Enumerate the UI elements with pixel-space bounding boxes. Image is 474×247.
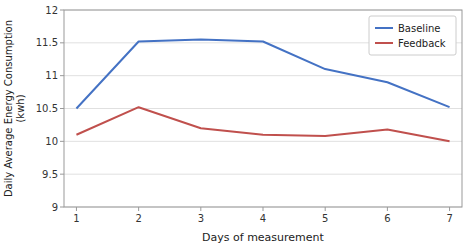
legend-label: Feedback bbox=[398, 38, 446, 49]
y-tick-label: 9.5 bbox=[42, 169, 58, 180]
series-line bbox=[76, 107, 449, 141]
x-tick bbox=[387, 207, 388, 211]
y-tick-label: 9 bbox=[52, 202, 58, 213]
y-axis: 9 9.5 10 10.5 11 11.5 12 bbox=[36, 5, 64, 213]
y-tick-label: 10 bbox=[45, 136, 58, 147]
y-tick bbox=[60, 10, 64, 11]
x-tick bbox=[263, 207, 264, 211]
y-tick bbox=[60, 42, 64, 43]
legend-box bbox=[369, 16, 456, 55]
legend: Baseline Feedback bbox=[369, 16, 456, 55]
y-tick bbox=[60, 174, 64, 175]
x-tick-label: 3 bbox=[198, 213, 204, 224]
x-tick-label: 6 bbox=[384, 213, 390, 224]
y-tick-label: 12 bbox=[45, 5, 58, 16]
x-tick-label: 7 bbox=[446, 213, 452, 224]
plot-frame bbox=[64, 10, 462, 207]
x-tick bbox=[200, 207, 201, 211]
x-tick-label: 1 bbox=[73, 213, 79, 224]
grid-line bbox=[64, 141, 462, 142]
x-tick bbox=[325, 207, 326, 211]
chart: 99.51010.51111.5121234567Days of measure… bbox=[0, 0, 474, 247]
y-axis-label: Daily Average Energy Consumption(kwh) bbox=[3, 20, 26, 197]
y-tick bbox=[60, 75, 64, 76]
y-tick bbox=[60, 141, 64, 142]
y-tick bbox=[60, 207, 64, 208]
y-tick bbox=[60, 108, 64, 109]
x-tick-label: 2 bbox=[135, 213, 141, 224]
x-tick bbox=[138, 207, 139, 211]
grid bbox=[64, 10, 462, 207]
x-tick-label: 5 bbox=[322, 213, 328, 224]
x-tick bbox=[76, 207, 77, 211]
x-axis: 1 2 3 4 5 6 7 bbox=[73, 207, 453, 224]
grid-line bbox=[64, 75, 462, 76]
x-tick-label: 4 bbox=[260, 213, 266, 224]
x-tick bbox=[449, 207, 450, 211]
y-tick-label: 11 bbox=[45, 70, 58, 81]
plot-background bbox=[64, 10, 462, 207]
y-tick-label: 10.5 bbox=[36, 103, 58, 114]
grid-line bbox=[64, 108, 462, 109]
y-axis-label-line: Daily Average Energy Consumption bbox=[3, 20, 14, 197]
grid-line bbox=[64, 174, 462, 175]
chart-container: 99.51010.51111.5121234567Days of measure… bbox=[0, 0, 474, 247]
legend-swatch bbox=[375, 42, 393, 44]
legend-swatch bbox=[375, 27, 393, 29]
y-axis-label-line: (kwh) bbox=[15, 94, 26, 122]
x-axis-label: Days of measurement bbox=[202, 231, 324, 244]
y-tick-label: 11.5 bbox=[36, 37, 58, 48]
legend-label: Baseline bbox=[398, 23, 440, 34]
